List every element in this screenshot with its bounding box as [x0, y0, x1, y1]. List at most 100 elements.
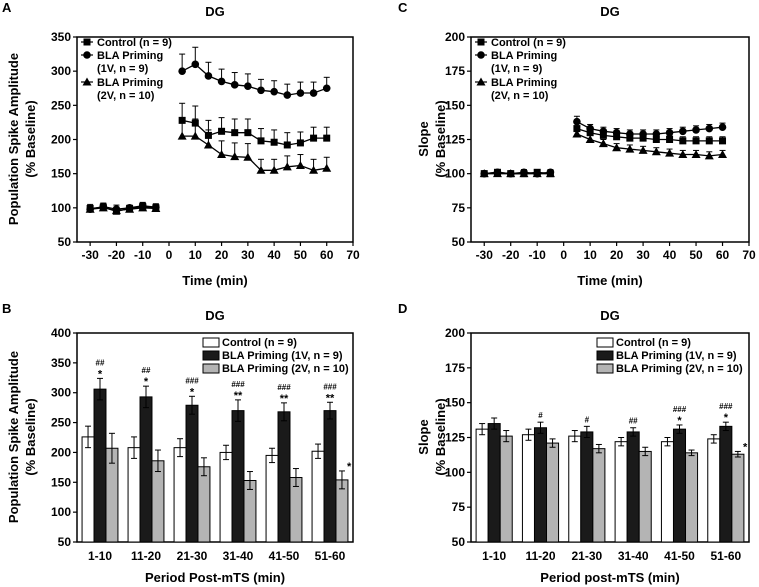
significance-marker: ### [673, 405, 687, 414]
data-point [638, 145, 648, 154]
x-tick-label: -10 [134, 248, 152, 262]
data-point [323, 134, 331, 142]
chart-title: DG [600, 308, 620, 323]
y-axis-label-line2: (% Baseline) [433, 398, 448, 475]
data-point [598, 139, 608, 148]
x-tick-label: -30 [476, 248, 494, 262]
data-point [586, 124, 594, 133]
x-tick-label: 10 [189, 248, 203, 262]
chart-title: DG [600, 4, 620, 19]
y-axis-label: Population Spike Amplitude (% Baseline) [6, 53, 38, 225]
data-point [612, 128, 621, 137]
significance-marker: * [190, 386, 195, 398]
legend-swatch [202, 363, 220, 374]
data-point [626, 130, 634, 138]
bar [197, 466, 211, 543]
significance-marker: ### [185, 376, 199, 385]
y-tick-label: 100 [51, 505, 71, 519]
data-point [639, 130, 647, 138]
data-point [178, 67, 186, 75]
significance-marker: * [98, 368, 103, 380]
y-tick-label: 50 [452, 535, 466, 549]
y-tick-label: 125 [445, 431, 465, 445]
x-tick-label: 40 [267, 248, 281, 262]
legend-label: BLA Priming [491, 77, 557, 89]
data-point [151, 204, 161, 213]
legend-label: BLA Priming (1V, n = 9) [222, 350, 343, 362]
y-tick-label: 400 [51, 326, 71, 340]
panel-letter: B [2, 301, 11, 316]
legend-label: BLA Priming [491, 50, 557, 62]
data-point [573, 117, 581, 126]
bar [626, 431, 640, 543]
x-tick-label: 20 [215, 248, 229, 262]
data-point [177, 131, 187, 140]
y-axis-label-line1: Population Spike Amplitude [6, 53, 21, 225]
legend-label: BLA Priming (2V, n = 10) [616, 363, 743, 375]
bar [93, 388, 107, 543]
bar [311, 450, 325, 543]
bar [219, 451, 233, 543]
panel-letter: A [2, 0, 12, 15]
y-axis-label: Population Spike Amplitude (% Baseline) [6, 351, 38, 523]
data-point [678, 150, 688, 159]
legend-swatch [202, 350, 220, 361]
data-point [572, 129, 582, 138]
data-point [322, 84, 331, 93]
data-point [295, 160, 305, 169]
legend-marker-circle [83, 51, 91, 59]
legend-label: BLA Priming (2V, n = 10) [222, 363, 349, 375]
legend-label: Control (n = 9) [97, 37, 172, 49]
bar [277, 411, 291, 543]
y-tick-label: 150 [445, 98, 465, 112]
data-point [296, 139, 304, 147]
y-tick-label: 200 [445, 30, 465, 44]
data-point [679, 137, 687, 145]
y-tick-label: 350 [51, 356, 71, 370]
data-point [244, 129, 252, 137]
data-point [585, 135, 595, 143]
data-point [218, 127, 226, 135]
legend-label: Control (n = 9) [491, 37, 566, 49]
data-point [322, 163, 332, 172]
significance-marker: ### [323, 382, 337, 391]
x-tick-label: -20 [108, 248, 126, 262]
bar [731, 453, 745, 543]
data-point [309, 89, 318, 97]
y-tick-label: 250 [51, 98, 71, 112]
data-point [256, 165, 266, 174]
x-tick-label: 31-40 [223, 549, 254, 563]
significance-marker: ** [326, 392, 335, 404]
y-axis-label-line2: (% Baseline) [23, 100, 38, 177]
data-point [282, 162, 292, 171]
legend-label: (1V, n = 9) [97, 63, 149, 75]
significance-marker: ## [629, 417, 638, 426]
data-point [651, 147, 661, 156]
data-point [599, 127, 608, 136]
x-axis-label: Time (min) [182, 273, 248, 288]
legend-marker-triangle [82, 77, 92, 86]
y-tick-label: 200 [445, 326, 465, 340]
y-tick-label: 175 [445, 64, 465, 78]
data-point [719, 137, 727, 145]
bar [81, 436, 95, 543]
x-tick-label: 21-30 [177, 549, 208, 563]
x-tick-label: 70 [742, 248, 756, 262]
x-tick-label: 30 [636, 248, 650, 262]
bar [685, 452, 699, 543]
legend-swatch [596, 350, 614, 361]
bar [660, 441, 674, 543]
bar [139, 396, 153, 543]
significance-marker: ### [719, 402, 733, 411]
significance-marker: * [743, 441, 748, 453]
x-tick-label: 0 [166, 248, 173, 262]
significance-marker: * [144, 376, 149, 388]
y-tick-label: 150 [51, 167, 71, 181]
data-point [244, 82, 252, 90]
y-tick-label: 50 [58, 535, 72, 549]
data-point [665, 148, 675, 157]
x-tick-label: 51-60 [315, 549, 346, 563]
x-tick-label: -30 [81, 248, 99, 262]
data-point [217, 77, 226, 86]
legend: Control (n = 9)BLA Priming (1V, n = 9)BL… [202, 337, 349, 375]
